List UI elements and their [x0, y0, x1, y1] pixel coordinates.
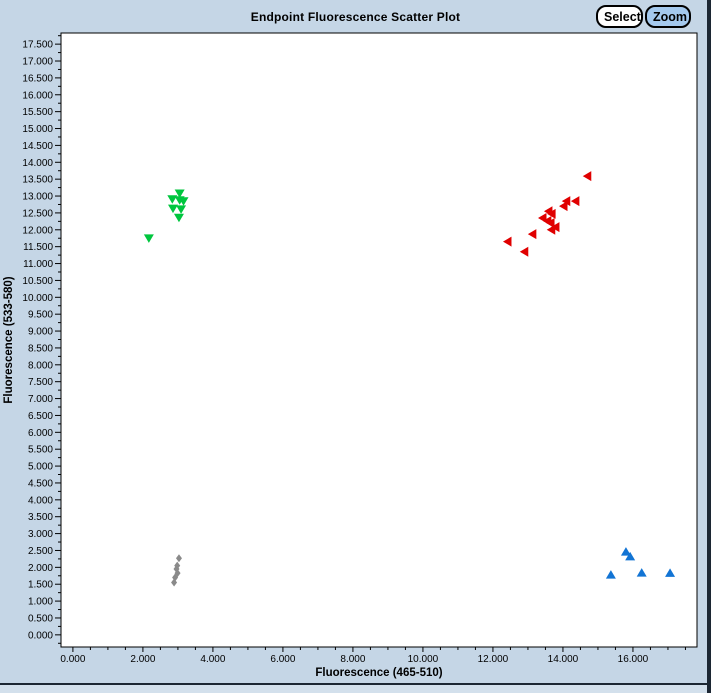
y-tick-label: 4.000	[28, 495, 53, 506]
y-tick-label: 7.000	[28, 394, 53, 405]
data-point-green-cluster	[167, 195, 178, 204]
x-tick-label: 8.000	[340, 654, 365, 665]
x-tick-label: 6.000	[270, 654, 295, 665]
data-point-blue-cluster	[625, 551, 636, 561]
y-tick-label: 3.500	[28, 512, 53, 523]
x-tick-label: 12.000	[478, 654, 509, 665]
y-tick-label: 15.000	[22, 124, 53, 135]
y-tick-label: 6.000	[28, 428, 53, 439]
data-point-blue-cluster	[605, 570, 616, 579]
y-tick-label: 17.500	[22, 40, 53, 51]
y-tick-label: 14.000	[22, 158, 53, 169]
y-tick-label: 10.500	[22, 276, 53, 287]
data-point-blue-cluster	[620, 547, 631, 556]
data-point-green-cluster	[176, 205, 187, 214]
zoom-button[interactable]: Zoom	[645, 5, 691, 28]
y-tick-label: 14.500	[22, 141, 53, 152]
data-point-red-cluster	[550, 222, 560, 233]
data-point-green-cluster	[168, 204, 179, 214]
data-point-green-cluster	[173, 213, 184, 223]
y-tick-label: 9.500	[28, 310, 53, 321]
data-point-green-cluster	[178, 197, 189, 206]
y-tick-label: 8.500	[28, 343, 53, 354]
data-point-green-cluster	[174, 189, 185, 198]
data-point-blue-cluster	[665, 568, 676, 577]
data-point-green-cluster	[143, 234, 154, 243]
y-tick-label: 2.000	[28, 563, 53, 574]
y-tick-label: 4.500	[28, 478, 53, 489]
y-tick-label: 5.000	[28, 462, 53, 473]
y-tick-label: 2.500	[28, 546, 53, 557]
x-tick-label: 16.000	[618, 654, 649, 665]
data-point-blue-cluster	[636, 568, 647, 577]
data-point-gray-cluster	[171, 578, 178, 587]
x-tick-label: 10.000	[408, 654, 439, 665]
plot-title: Endpoint Fluorescence Scatter Plot	[250, 10, 461, 24]
plot-header: Endpoint Fluorescence Scatter Plot Selec…	[0, 0, 711, 33]
y-tick-label: 15.500	[22, 107, 53, 118]
x-axis-title: Fluorescence (465-510)	[315, 667, 442, 679]
data-points	[143, 171, 676, 587]
data-point-gray-cluster	[175, 554, 182, 563]
y-tick-label: 5.500	[28, 445, 53, 456]
y-tick-label: 17.000	[22, 57, 53, 68]
bottom-strip	[0, 685, 707, 693]
y-tick-label: 12.500	[22, 208, 53, 219]
y-tick-label: 11.500	[23, 242, 53, 253]
y-tick-label: 16.000	[22, 90, 53, 101]
select-button[interactable]: Select	[596, 5, 643, 28]
y-tick-label: 6.500	[28, 411, 53, 422]
data-point-red-cluster	[558, 201, 568, 212]
y-tick-label: 16.500	[22, 73, 53, 84]
axis-tick-labels: 0.000 0.500 1.000 1.500 2.000 2.500 3.000 3.500…	[22, 40, 648, 665]
y-tick-label: 10.000	[22, 293, 53, 304]
y-tick-label: 13.500	[22, 175, 53, 186]
y-tick-label: 11.000	[23, 259, 53, 270]
y-tick-label: 7.500	[28, 377, 53, 388]
window-right-border	[707, 0, 711, 693]
data-point-red-cluster	[570, 196, 580, 207]
x-tick-label: 0.000	[60, 654, 85, 665]
data-point-red-cluster	[561, 196, 571, 207]
y-tick-label: 3.000	[28, 529, 53, 540]
plot-area[interactable]	[60, 32, 698, 648]
x-tick-label: 14.000	[548, 654, 579, 665]
y-tick-label: 13.000	[22, 192, 53, 203]
y-tick-label: 0.500	[28, 613, 53, 624]
y-tick-label: 0.000	[28, 630, 53, 641]
data-point-red-cluster	[582, 171, 592, 182]
y-tick-label: 12.000	[22, 225, 53, 236]
y-tick-label: 8.000	[28, 360, 53, 371]
axis-ticks	[55, 35, 686, 652]
data-point-red-cluster	[519, 246, 529, 257]
y-tick-label: 1.500	[28, 580, 53, 591]
data-point-red-cluster	[527, 229, 537, 240]
x-tick-label: 4.000	[200, 654, 225, 665]
y-tick-label: 9.000	[28, 327, 53, 338]
data-point-red-cluster	[546, 218, 555, 229]
y-tick-label: 1.000	[28, 597, 53, 608]
x-tick-label: 2.000	[130, 654, 155, 665]
data-point-red-cluster	[502, 236, 512, 247]
data-point-red-cluster	[547, 208, 556, 219]
y-axis-title: Fluorescence (533-580)	[3, 276, 15, 403]
bottom-divider	[0, 683, 711, 685]
